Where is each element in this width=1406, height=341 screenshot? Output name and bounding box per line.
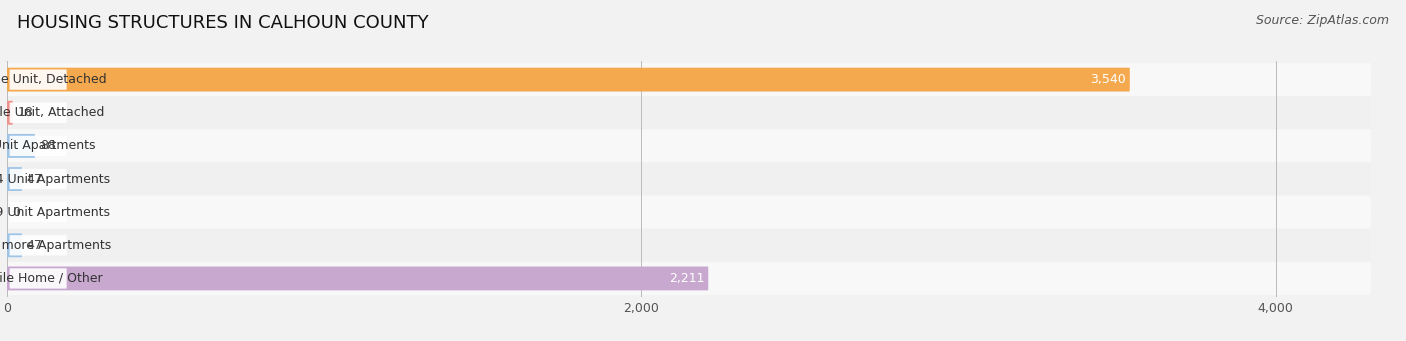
FancyBboxPatch shape bbox=[10, 235, 66, 255]
FancyBboxPatch shape bbox=[7, 101, 13, 125]
FancyBboxPatch shape bbox=[7, 262, 1371, 295]
Text: 3,540: 3,540 bbox=[1090, 73, 1126, 86]
Text: 47: 47 bbox=[27, 173, 42, 186]
Text: Single Unit, Detached: Single Unit, Detached bbox=[0, 73, 107, 86]
FancyBboxPatch shape bbox=[7, 267, 709, 291]
FancyBboxPatch shape bbox=[7, 68, 1130, 91]
Text: 2 Unit Apartments: 2 Unit Apartments bbox=[0, 139, 96, 152]
FancyBboxPatch shape bbox=[10, 202, 66, 222]
FancyBboxPatch shape bbox=[10, 268, 66, 288]
FancyBboxPatch shape bbox=[7, 162, 1371, 196]
FancyBboxPatch shape bbox=[7, 129, 1371, 162]
FancyBboxPatch shape bbox=[7, 233, 22, 257]
FancyBboxPatch shape bbox=[7, 134, 35, 158]
Text: 2,211: 2,211 bbox=[669, 272, 704, 285]
Text: 10 or more Apartments: 10 or more Apartments bbox=[0, 239, 111, 252]
Text: Mobile Home / Other: Mobile Home / Other bbox=[0, 272, 103, 285]
FancyBboxPatch shape bbox=[7, 229, 1371, 262]
Text: 18: 18 bbox=[17, 106, 34, 119]
FancyBboxPatch shape bbox=[10, 103, 66, 123]
FancyBboxPatch shape bbox=[10, 169, 66, 189]
Text: HOUSING STRUCTURES IN CALHOUN COUNTY: HOUSING STRUCTURES IN CALHOUN COUNTY bbox=[17, 14, 429, 32]
Text: 3 or 4 Unit Apartments: 3 or 4 Unit Apartments bbox=[0, 173, 110, 186]
FancyBboxPatch shape bbox=[10, 136, 66, 156]
FancyBboxPatch shape bbox=[7, 96, 1371, 129]
FancyBboxPatch shape bbox=[7, 63, 1371, 96]
Text: Source: ZipAtlas.com: Source: ZipAtlas.com bbox=[1256, 14, 1389, 27]
Text: 47: 47 bbox=[27, 239, 42, 252]
FancyBboxPatch shape bbox=[7, 167, 22, 191]
FancyBboxPatch shape bbox=[7, 196, 1371, 229]
Text: 0: 0 bbox=[11, 206, 20, 219]
FancyBboxPatch shape bbox=[10, 70, 66, 90]
Text: 88: 88 bbox=[39, 139, 56, 152]
Text: Single Unit, Attached: Single Unit, Attached bbox=[0, 106, 104, 119]
Text: 5 to 9 Unit Apartments: 5 to 9 Unit Apartments bbox=[0, 206, 110, 219]
